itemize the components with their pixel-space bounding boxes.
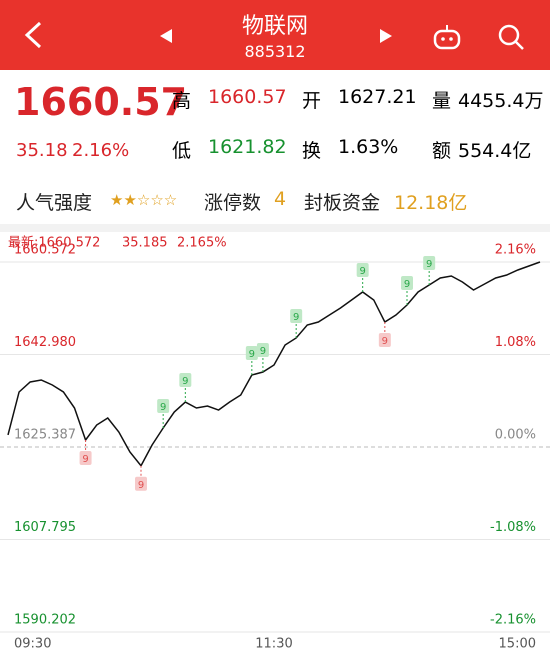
signal-box <box>79 450 92 465</box>
field-value: 554.4亿 <box>458 140 532 162</box>
robot-icon[interactable] <box>432 22 462 52</box>
header: 物联网 885312 <box>0 0 550 70</box>
signal-label: 9 <box>82 454 88 465</box>
signal-box <box>157 399 170 414</box>
title: 物联网 <box>241 14 308 39</box>
field-value: 1627.21 <box>338 86 417 108</box>
field-value: 1.63% <box>338 136 399 158</box>
signal-box <box>135 476 147 491</box>
y-tick-label: 1607.795 <box>14 520 76 535</box>
signal-label: 9 <box>293 312 299 323</box>
signal-box <box>179 373 192 388</box>
intraday-chart: 最新:1660.572 35.185 2.165% 1590.202 1607.7… <box>0 235 550 652</box>
limit-up-label: 涨停数 <box>204 192 262 214</box>
y-tick-label: 1642.980 <box>14 335 76 350</box>
x-tick-label: 11:30 <box>255 637 292 652</box>
field-value: 1621.82 <box>208 136 287 158</box>
next-button[interactable] <box>378 28 394 44</box>
signal-label: 9 <box>426 259 432 270</box>
field-label: 低 <box>172 140 192 162</box>
price-line <box>7 261 541 468</box>
signal-label: 9 <box>160 402 166 413</box>
y2-tick-label: 1.08% <box>495 335 536 350</box>
y-tick-label: 1590.202 <box>14 613 76 628</box>
signal-box <box>256 343 269 358</box>
signal-label: 9 <box>182 376 188 387</box>
signal-box <box>378 333 391 348</box>
separator <box>0 224 550 232</box>
code: 885312 <box>244 42 306 61</box>
field-label: 开 <box>302 90 322 112</box>
seal-label: 封板资金 <box>304 192 381 214</box>
popularity-label: 人气强度 <box>16 192 93 214</box>
back-button[interactable] <box>22 20 44 50</box>
limit-up: 4 <box>274 188 287 210</box>
signal-box <box>423 255 436 270</box>
prev-button[interactable] <box>158 28 174 44</box>
field-value: 4455.4万 <box>458 90 544 112</box>
y2-tick-label: -1.08% <box>490 520 536 535</box>
signal-label: 9 <box>404 279 410 290</box>
change-pct: 2.16% <box>72 140 130 161</box>
y-tick-label: 1660.572 <box>14 243 76 258</box>
latest-pct: 2.165% <box>177 236 227 251</box>
signal-label: 9 <box>260 346 266 357</box>
signal-label: 9 <box>138 480 144 491</box>
search-icon[interactable] <box>496 22 526 52</box>
price: 1660.57 <box>14 80 188 124</box>
latest-change: 35.185 <box>122 236 168 251</box>
signal-label: 9 <box>382 336 388 347</box>
y2-tick-label: 2.16% <box>495 243 536 258</box>
signal-box <box>356 262 369 277</box>
signal-label: 9 <box>249 349 255 360</box>
x-tick-label: 09:30 <box>14 637 51 652</box>
seal: 12.18亿 <box>394 192 468 214</box>
field-label: 高 <box>172 90 192 112</box>
change: 35.18 <box>16 140 68 161</box>
field-label: 额 <box>432 140 452 162</box>
stars: ★★☆☆☆ <box>110 191 178 209</box>
x-tick-label: 15:00 <box>499 637 536 652</box>
field-label: 量 <box>432 90 452 112</box>
signal-box <box>290 308 303 323</box>
y2-tick-label: -2.16% <box>490 613 536 628</box>
signal-box <box>245 346 258 361</box>
latest-label: 最新:1660.572 <box>8 235 100 251</box>
y2-tick-label: 0.00% <box>495 428 536 443</box>
field-value: 1660.57 <box>208 86 287 108</box>
signal-label: 9 <box>359 266 365 277</box>
field-label: 换 <box>302 140 322 162</box>
signal-box <box>401 276 413 291</box>
y-tick-label: 1625.387 <box>14 428 76 443</box>
